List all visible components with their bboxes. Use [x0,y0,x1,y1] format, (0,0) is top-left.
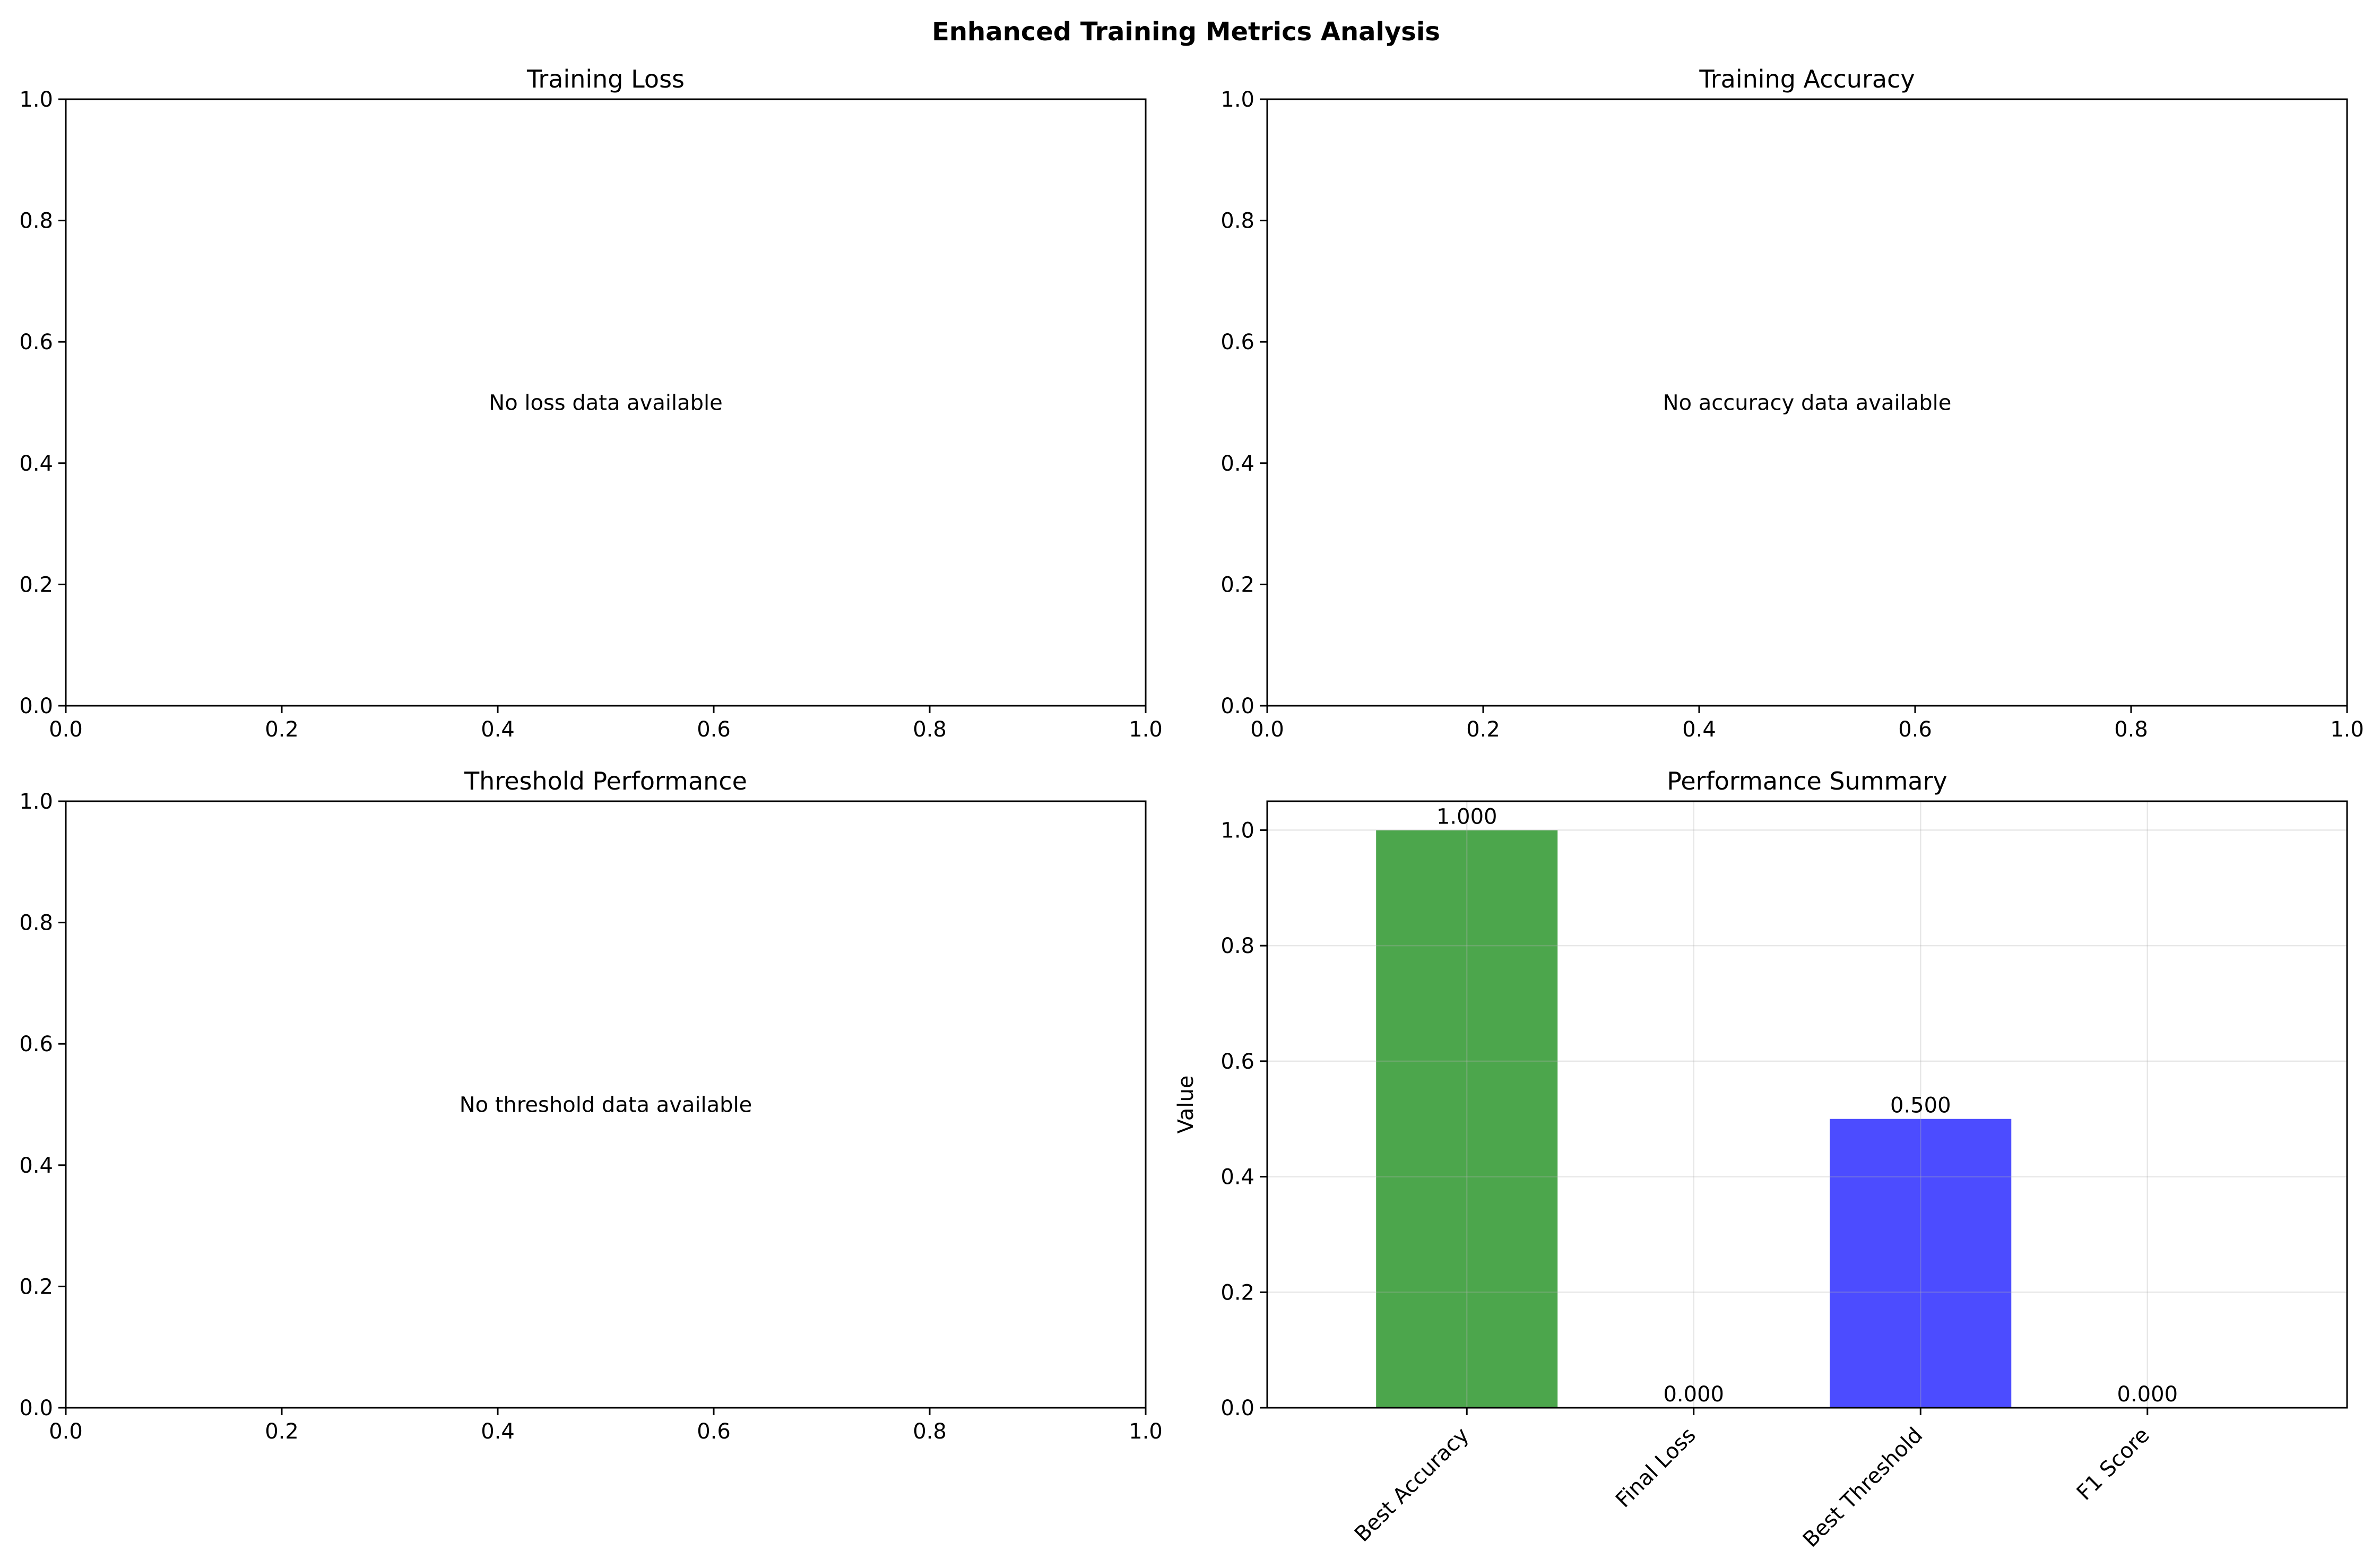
x-tick-label: 0.4 [1682,717,1716,742]
y-tick-label: 0.4 [1220,452,1254,476]
x-tick-label: 0.8 [2114,717,2148,742]
empty-data-message: No threshold data available [460,1093,752,1117]
x-tick-label: 0.0 [49,1419,83,1444]
y-tick-label: 0.2 [19,1275,53,1299]
data-label: 0.000 [1663,1382,1724,1407]
chart-panel-3: 0.0 0.2 0.4 0.6 0.8 1.0 0.0 0.2 0.4 0.6 0.8 1.0 No t… [19,767,1162,1444]
empty-data-message: No accuracy data available [1663,391,1952,415]
y-axis-label: Value [1174,1076,1198,1134]
x-tick-label: 0.2 [265,717,299,742]
x-tick-label: 0.0 [1250,717,1284,742]
data-label: 0.000 [2117,1382,2178,1407]
y-tick-label: 1.0 [19,790,53,814]
chart-title: Performance Summary [1667,767,1947,795]
x-tick-label: 0.0 [49,717,83,742]
x-tick-label: 0.4 [481,717,515,742]
y-tick-label: 0.2 [1220,1280,1254,1305]
x-tick-label: 0.8 [913,1419,947,1444]
x-tick-label: 0.6 [697,1419,731,1444]
y-tick-label: 0.4 [19,1154,53,1178]
y-tick-label: 0.0 [1220,694,1254,718]
y-tick-label: 1.0 [1220,818,1254,843]
y-tick-label: 0.0 [19,1396,53,1420]
x-tick-label: 0.2 [1466,717,1500,742]
y-tick-label: 0.4 [19,452,53,476]
x-tick-label: 0.4 [481,1419,515,1444]
y-tick-label: 0.6 [19,330,53,354]
axes-frame [65,98,1147,707]
chart-title: Threshold Performance [464,767,747,795]
y-tick-label: 0.6 [1220,330,1254,354]
y-tick-label: 0.8 [19,209,53,233]
bar [1830,1119,2012,1408]
y-tick-label: 0.2 [19,573,53,597]
x-tick-label: 1.0 [2330,717,2364,742]
data-label: 0.500 [1890,1094,1951,1118]
y-tick-label: 0.4 [1220,1165,1254,1190]
bar [1376,830,1558,1408]
axes-frame [1266,98,2348,707]
x-tick-label: 0.6 [1898,717,1932,742]
chart-title: Training Accuracy [1699,65,1915,93]
x-tick-label: 1.0 [1129,717,1163,742]
y-tick-label: 0.6 [1220,1050,1254,1074]
chart-panel-1: 0.0 0.2 0.4 0.6 0.8 1.0 0.0 0.2 0.4 0.6 0.8 1.0 No l… [19,65,1162,742]
axes-frame [1266,800,2348,1409]
y-tick-label: 0.0 [1220,1396,1254,1420]
x-tick-label: 0.2 [265,1419,299,1444]
chart-title: Training Loss [526,65,685,93]
x-tick-label: 1.0 [1129,1419,1163,1444]
y-tick-label: 0.6 [19,1032,53,1056]
empty-data-message: No loss data available [489,391,722,415]
y-tick-label: 0.0 [19,694,53,718]
data-label: 1.000 [1436,804,1497,829]
x-tick-label: 0.8 [913,717,947,742]
y-tick-label: 0.8 [19,911,53,935]
chart-panel-2: 0.0 0.2 0.4 0.6 0.8 1.0 0.0 0.2 0.4 0.6 0.8 1.0 No a… [1220,65,2364,742]
figure-title: Enhanced Training Metrics Analysis [932,17,1440,47]
y-tick-label: 0.2 [1220,573,1254,597]
y-tick-label: 0.8 [1220,934,1254,958]
x-tick-label: 0.6 [697,717,731,742]
y-tick-label: 0.8 [1220,209,1254,233]
axes-frame [65,800,1147,1409]
y-tick-label: 1.0 [19,88,53,112]
y-tick-label: 1.0 [1220,88,1254,112]
